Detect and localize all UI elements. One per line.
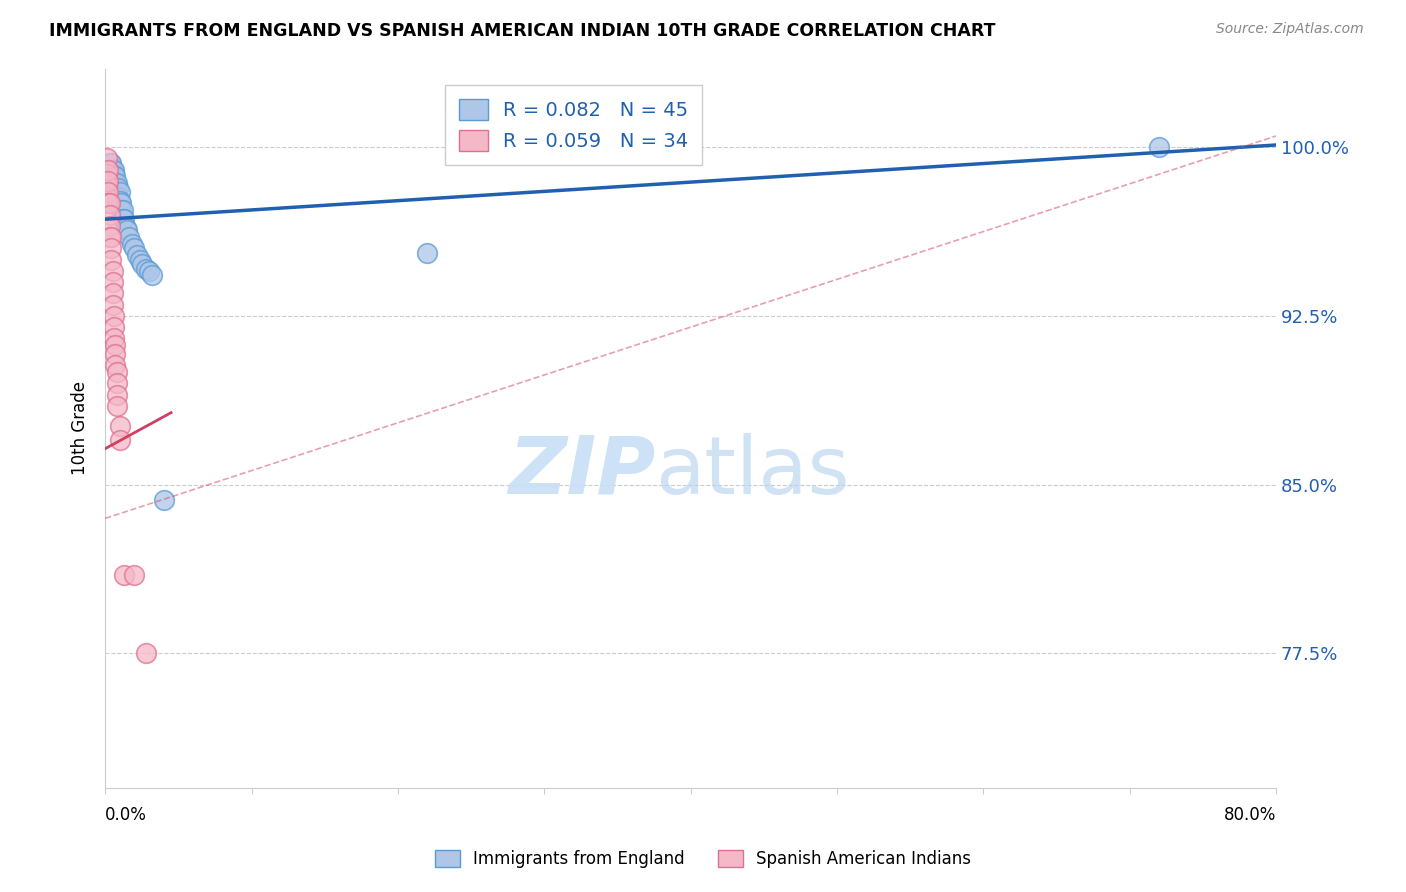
Point (115, 223, 138, 237)
Point (98, 162, 121, 177)
Point (96, 178, 118, 193)
Point (96, 152, 118, 166)
Point (112, 212, 135, 227)
Point (112, 567, 135, 582)
Point (111, 212, 134, 227)
Text: atlas: atlas (655, 433, 849, 510)
Point (105, 365, 128, 379)
Point (100, 156, 122, 170)
Point (107, 180, 129, 194)
Point (108, 433, 131, 447)
Point (97, 196, 120, 211)
Point (100, 230, 122, 244)
Point (103, 162, 125, 177)
Point (101, 286, 124, 301)
Point (104, 176, 127, 190)
Point (141, 268, 163, 283)
Point (138, 264, 160, 278)
Point (108, 419, 131, 434)
Point (98, 219, 121, 233)
Point (101, 180, 124, 194)
Point (98, 156, 121, 170)
Point (104, 338, 127, 352)
Point (103, 320, 125, 334)
Legend: Immigrants from England, Spanish American Indians: Immigrants from England, Spanish America… (427, 843, 979, 875)
Text: 80.0%: 80.0% (1223, 806, 1277, 824)
Point (111, 203, 134, 218)
Point (97, 174, 120, 188)
Point (103, 180, 125, 194)
Point (104, 347, 127, 361)
Point (101, 264, 124, 278)
Point (100, 162, 122, 177)
Point (100, 169, 122, 184)
Point (97, 162, 120, 177)
Point (103, 169, 125, 184)
Point (117, 230, 139, 244)
Point (96, 190, 118, 204)
Point (101, 162, 124, 177)
Point (103, 309, 125, 323)
Point (100, 252, 122, 267)
Point (98, 230, 121, 244)
Point (104, 180, 127, 194)
Point (101, 298, 124, 312)
Text: Source: ZipAtlas.com: Source: ZipAtlas.com (1216, 22, 1364, 37)
Point (97, 186, 120, 200)
Point (110, 203, 132, 218)
Point (108, 194, 131, 209)
Point (124, 567, 146, 582)
Point (127, 248, 149, 262)
Point (101, 174, 124, 188)
Point (104, 359, 127, 373)
Point (98, 169, 121, 184)
Point (108, 186, 131, 200)
Point (135, 646, 157, 660)
Point (135, 261, 157, 276)
Point (105, 176, 128, 190)
Point (97, 162, 120, 177)
Point (131, 257, 153, 271)
Point (129, 252, 152, 267)
Point (124, 242, 146, 256)
Point (96, 167, 118, 181)
Point (105, 376, 128, 391)
Point (103, 331, 125, 345)
Point (105, 399, 128, 413)
Point (416, 246, 439, 260)
Point (105, 387, 128, 401)
Legend: R = 0.082   N = 45, R = 0.059   N = 34: R = 0.082 N = 45, R = 0.059 N = 34 (444, 86, 702, 165)
Point (107, 190, 129, 204)
Point (104, 169, 127, 184)
Text: 0.0%: 0.0% (105, 806, 148, 824)
Point (100, 242, 122, 256)
Point (1147, 140, 1170, 154)
Point (105, 190, 128, 204)
Point (104, 190, 127, 204)
Point (101, 275, 124, 289)
Point (152, 493, 174, 508)
Text: IMMIGRANTS FROM ENGLAND VS SPANISH AMERICAN INDIAN 10TH GRADE CORRELATION CHART: IMMIGRANTS FROM ENGLAND VS SPANISH AMERI… (49, 22, 995, 40)
Point (98, 208, 121, 222)
Point (110, 196, 132, 211)
Y-axis label: 10th Grade: 10th Grade (72, 382, 89, 475)
Point (98, 196, 121, 211)
Point (114, 221, 136, 235)
Point (121, 237, 143, 252)
Point (101, 167, 124, 181)
Point (97, 169, 120, 184)
Text: ZIP: ZIP (508, 433, 655, 510)
Point (107, 196, 129, 211)
